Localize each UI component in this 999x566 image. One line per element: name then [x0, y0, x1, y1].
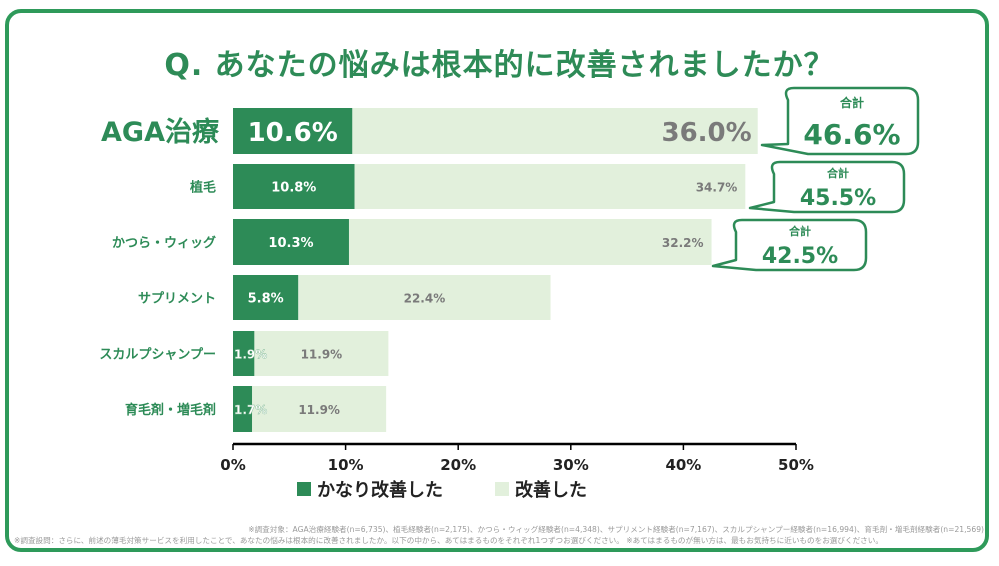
- bar-improved: [298, 275, 551, 320]
- survey-target-note: ※調査対象：AGA治療経験者(n=6,735)、植毛経験者(n=2,175)、か…: [248, 525, 984, 534]
- category-label: サプリメント: [138, 292, 216, 307]
- value-label-strong: 1.7%: [234, 403, 267, 417]
- x-tick-label: 40%: [665, 456, 701, 474]
- category-label: 育毛剤・増毛剤: [125, 402, 216, 418]
- bar-improved: [254, 331, 389, 376]
- value-label-improved: 11.9%: [301, 348, 343, 362]
- bar-improved: [348, 219, 712, 265]
- x-tick-label: 30%: [553, 456, 589, 474]
- legend-swatch-strongly-improved: [297, 482, 311, 496]
- x-tick-label: 0%: [220, 456, 245, 474]
- total-callout: [748, 160, 906, 214]
- category-label: 植毛: [189, 180, 216, 196]
- x-tick-label: 10%: [328, 456, 364, 474]
- total-caption: 合計: [789, 224, 811, 238]
- bar-strongly-improved: [233, 331, 255, 376]
- bar-improved: [252, 386, 387, 432]
- value-label-strong: 10.6%: [248, 118, 338, 148]
- total-callout: [760, 86, 920, 156]
- value-label-improved: 36.0%: [662, 118, 752, 148]
- category-label: スカルプシャンプー: [99, 348, 216, 363]
- value-label-strong: 10.3%: [268, 236, 313, 251]
- value-label-improved: 11.9%: [298, 403, 340, 417]
- bar-strongly-improved: [233, 275, 299, 320]
- value-label-improved: 22.4%: [404, 292, 446, 306]
- page-title: Q. あなたの悩みは根本的に改善されましたか？: [164, 48, 835, 83]
- value-label-strong: 10.8%: [271, 181, 316, 196]
- x-tick-label: 20%: [440, 456, 476, 474]
- bar-strongly-improved: [233, 164, 355, 209]
- value-label-improved: 34.7%: [696, 181, 738, 195]
- bar-improved: [352, 108, 758, 154]
- total-caption: 合計: [827, 166, 849, 180]
- value-label-strong: 5.8%: [248, 292, 284, 307]
- bar-strongly-improved: [233, 219, 349, 265]
- legend-label-improved: 改善した: [515, 479, 587, 501]
- total-callout: [711, 218, 868, 272]
- survey-question-note: ※調査設問：さらに、前述の薄毛対策サービスを利用したことで、あなたの悩みは根本的…: [14, 536, 883, 545]
- x-tick-label: 50%: [778, 456, 814, 474]
- category-label: AGA治療: [101, 117, 220, 148]
- bar-improved: [354, 164, 746, 209]
- total-value: 45.5%: [800, 186, 876, 211]
- value-label-strong: 1.9%: [234, 348, 267, 362]
- category-label: かつら・ウィッグ: [112, 235, 216, 251]
- legend-swatch-improved: [495, 482, 509, 496]
- total-value: 46.6%: [803, 118, 900, 151]
- bar-strongly-improved: [233, 108, 353, 154]
- total-caption: 合計: [840, 95, 864, 110]
- legend-label-strongly-improved: かなり改善した: [317, 479, 443, 501]
- value-label-improved: 32.2%: [662, 236, 704, 250]
- bar-strongly-improved: [233, 386, 253, 432]
- total-value: 42.5%: [762, 244, 838, 269]
